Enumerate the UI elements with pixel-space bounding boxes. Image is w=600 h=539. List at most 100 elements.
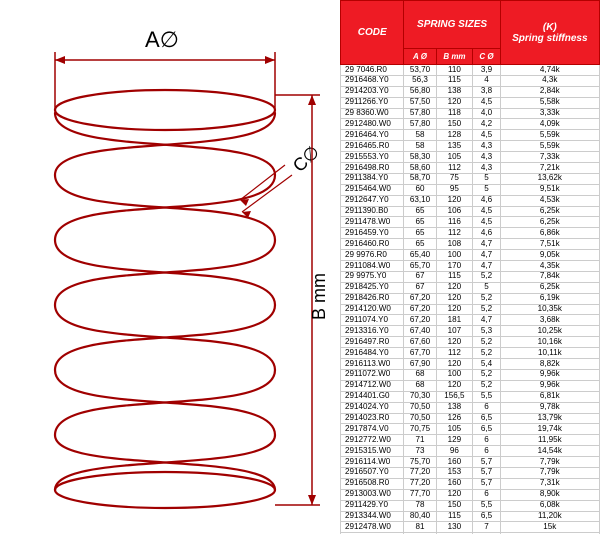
table-row: 2917874.V070,751056,519,74k: [341, 424, 600, 435]
table-cell: 78: [404, 500, 436, 511]
table-cell: 2,84k: [500, 86, 599, 97]
table-cell: 67: [404, 271, 436, 282]
table-cell: 4,35k: [500, 261, 599, 272]
table-cell: 6: [473, 446, 500, 457]
table-cell: 5,2: [473, 304, 500, 315]
table-row: 29 7046.R053,701103,94,74k: [341, 65, 600, 76]
table-cell: 70,50: [404, 413, 436, 424]
table-cell: 6,19k: [500, 293, 599, 304]
table-cell: 2911084.W0: [341, 261, 404, 272]
table-cell: 2914024.Y0: [341, 402, 404, 413]
table-cell: 160: [436, 457, 473, 468]
table-row: 2911390.B0651064,56,25k: [341, 206, 600, 217]
table-row: 2916508.R077,201605,77,31k: [341, 478, 600, 489]
table-cell: 7,79k: [500, 467, 599, 478]
table-cell: 5,2: [473, 380, 500, 391]
table-cell: 4,5: [473, 217, 500, 228]
table-row: 2916468.Y056,311544,3k: [341, 75, 600, 86]
table-cell: 4,53k: [500, 195, 599, 206]
table-cell: 2914120.W0: [341, 304, 404, 315]
table-cell: 2916460.R0: [341, 239, 404, 250]
table-cell: 80,40: [404, 511, 436, 522]
table-cell: 107: [436, 326, 473, 337]
table-cell: 120: [436, 337, 473, 348]
table-cell: 96: [436, 446, 473, 457]
table-row: 2915464.W0609559,51k: [341, 184, 600, 195]
table-cell: 3,68k: [500, 315, 599, 326]
table-cell: 120: [436, 97, 473, 108]
table-cell: 65,70: [404, 261, 436, 272]
table-cell: 58,30: [404, 152, 436, 163]
table-cell: 29 8360.W0: [341, 108, 404, 119]
table-cell: 3,8: [473, 86, 500, 97]
table-cell: 2911074.Y0: [341, 315, 404, 326]
table-cell: 2916507.Y0: [341, 467, 404, 478]
table-cell: 68: [404, 380, 436, 391]
table-cell: 2913316.Y0: [341, 326, 404, 337]
table-row: 2911084.W065,701704,74,35k: [341, 261, 600, 272]
table-cell: 75: [436, 173, 473, 184]
table-cell: 56,3: [404, 75, 436, 86]
table-cell: 70,30: [404, 391, 436, 402]
table-row: 2914401.G070,30156,55,56,81k: [341, 391, 600, 402]
col-stiffness: (K) Spring stiffness: [500, 1, 599, 65]
table-cell: 29 7046.R0: [341, 65, 404, 76]
dim-label-A: A∅: [145, 27, 179, 52]
table-cell: 112: [436, 228, 473, 239]
table-row: 2913344.W080,401156,511,20k: [341, 511, 600, 522]
table-cell: 6,5: [473, 424, 500, 435]
table-cell: 65: [404, 206, 436, 217]
table-row: 2911429.Y0781505,56,08k: [341, 500, 600, 511]
table-cell: 120: [436, 489, 473, 500]
table-cell: 2912480.W0: [341, 119, 404, 130]
table-cell: 4,3: [473, 152, 500, 163]
table-cell: 67,90: [404, 359, 436, 370]
table-cell: 108: [436, 239, 473, 250]
table-cell: 112: [436, 348, 473, 359]
table-row: 2918425.Y06712056,25k: [341, 282, 600, 293]
table-cell: 19,74k: [500, 424, 599, 435]
table-cell: 9,05k: [500, 250, 599, 261]
table-cell: 2916464.Y0: [341, 130, 404, 141]
table-cell: 120: [436, 380, 473, 391]
table-cell: 2911384.Y0: [341, 173, 404, 184]
table-cell: 2911390.B0: [341, 206, 404, 217]
table-cell: 2916114.W0: [341, 457, 404, 468]
table-cell: 6: [473, 435, 500, 446]
table-cell: 2916113.W0: [341, 359, 404, 370]
table-row: 2914712.W0681205,29,96k: [341, 380, 600, 391]
table-cell: 120: [436, 304, 473, 315]
table-cell: 128: [436, 130, 473, 141]
table-cell: 2911072.W0: [341, 369, 404, 380]
table-cell: 5,2: [473, 369, 500, 380]
table-cell: 2912647.Y0: [341, 195, 404, 206]
table-cell: 6,5: [473, 413, 500, 424]
table-cell: 2916459.Y0: [341, 228, 404, 239]
subcol-A: A Ø: [404, 49, 436, 65]
table-cell: 2913344.W0: [341, 511, 404, 522]
table-cell: 6: [473, 402, 500, 413]
table-cell: 100: [436, 369, 473, 380]
table-row: 2912478.W081130715k: [341, 522, 600, 533]
table-cell: 65,40: [404, 250, 436, 261]
table-cell: 129: [436, 435, 473, 446]
table-cell: 4,7: [473, 250, 500, 261]
table-cell: 3,33k: [500, 108, 599, 119]
table-cell: 2916497.R0: [341, 337, 404, 348]
table-cell: 57,80: [404, 119, 436, 130]
table-cell: 9,78k: [500, 402, 599, 413]
table-cell: 2918425.Y0: [341, 282, 404, 293]
table-cell: 120: [436, 195, 473, 206]
table-row: 2916460.R0651084,77,51k: [341, 239, 600, 250]
table-cell: 58: [404, 130, 436, 141]
table-cell: 67,70: [404, 348, 436, 359]
table-cell: 4,3k: [500, 75, 599, 86]
table-cell: 6,25k: [500, 282, 599, 293]
table-row: 2916484.Y067,701125,210,11k: [341, 348, 600, 359]
table-cell: 5: [473, 184, 500, 195]
table-row: 2911266.Y057,501204,55,58k: [341, 97, 600, 108]
table-cell: 57,50: [404, 97, 436, 108]
table-cell: 77,20: [404, 478, 436, 489]
table-cell: 5,4: [473, 359, 500, 370]
table-cell: 3,9: [473, 65, 500, 76]
